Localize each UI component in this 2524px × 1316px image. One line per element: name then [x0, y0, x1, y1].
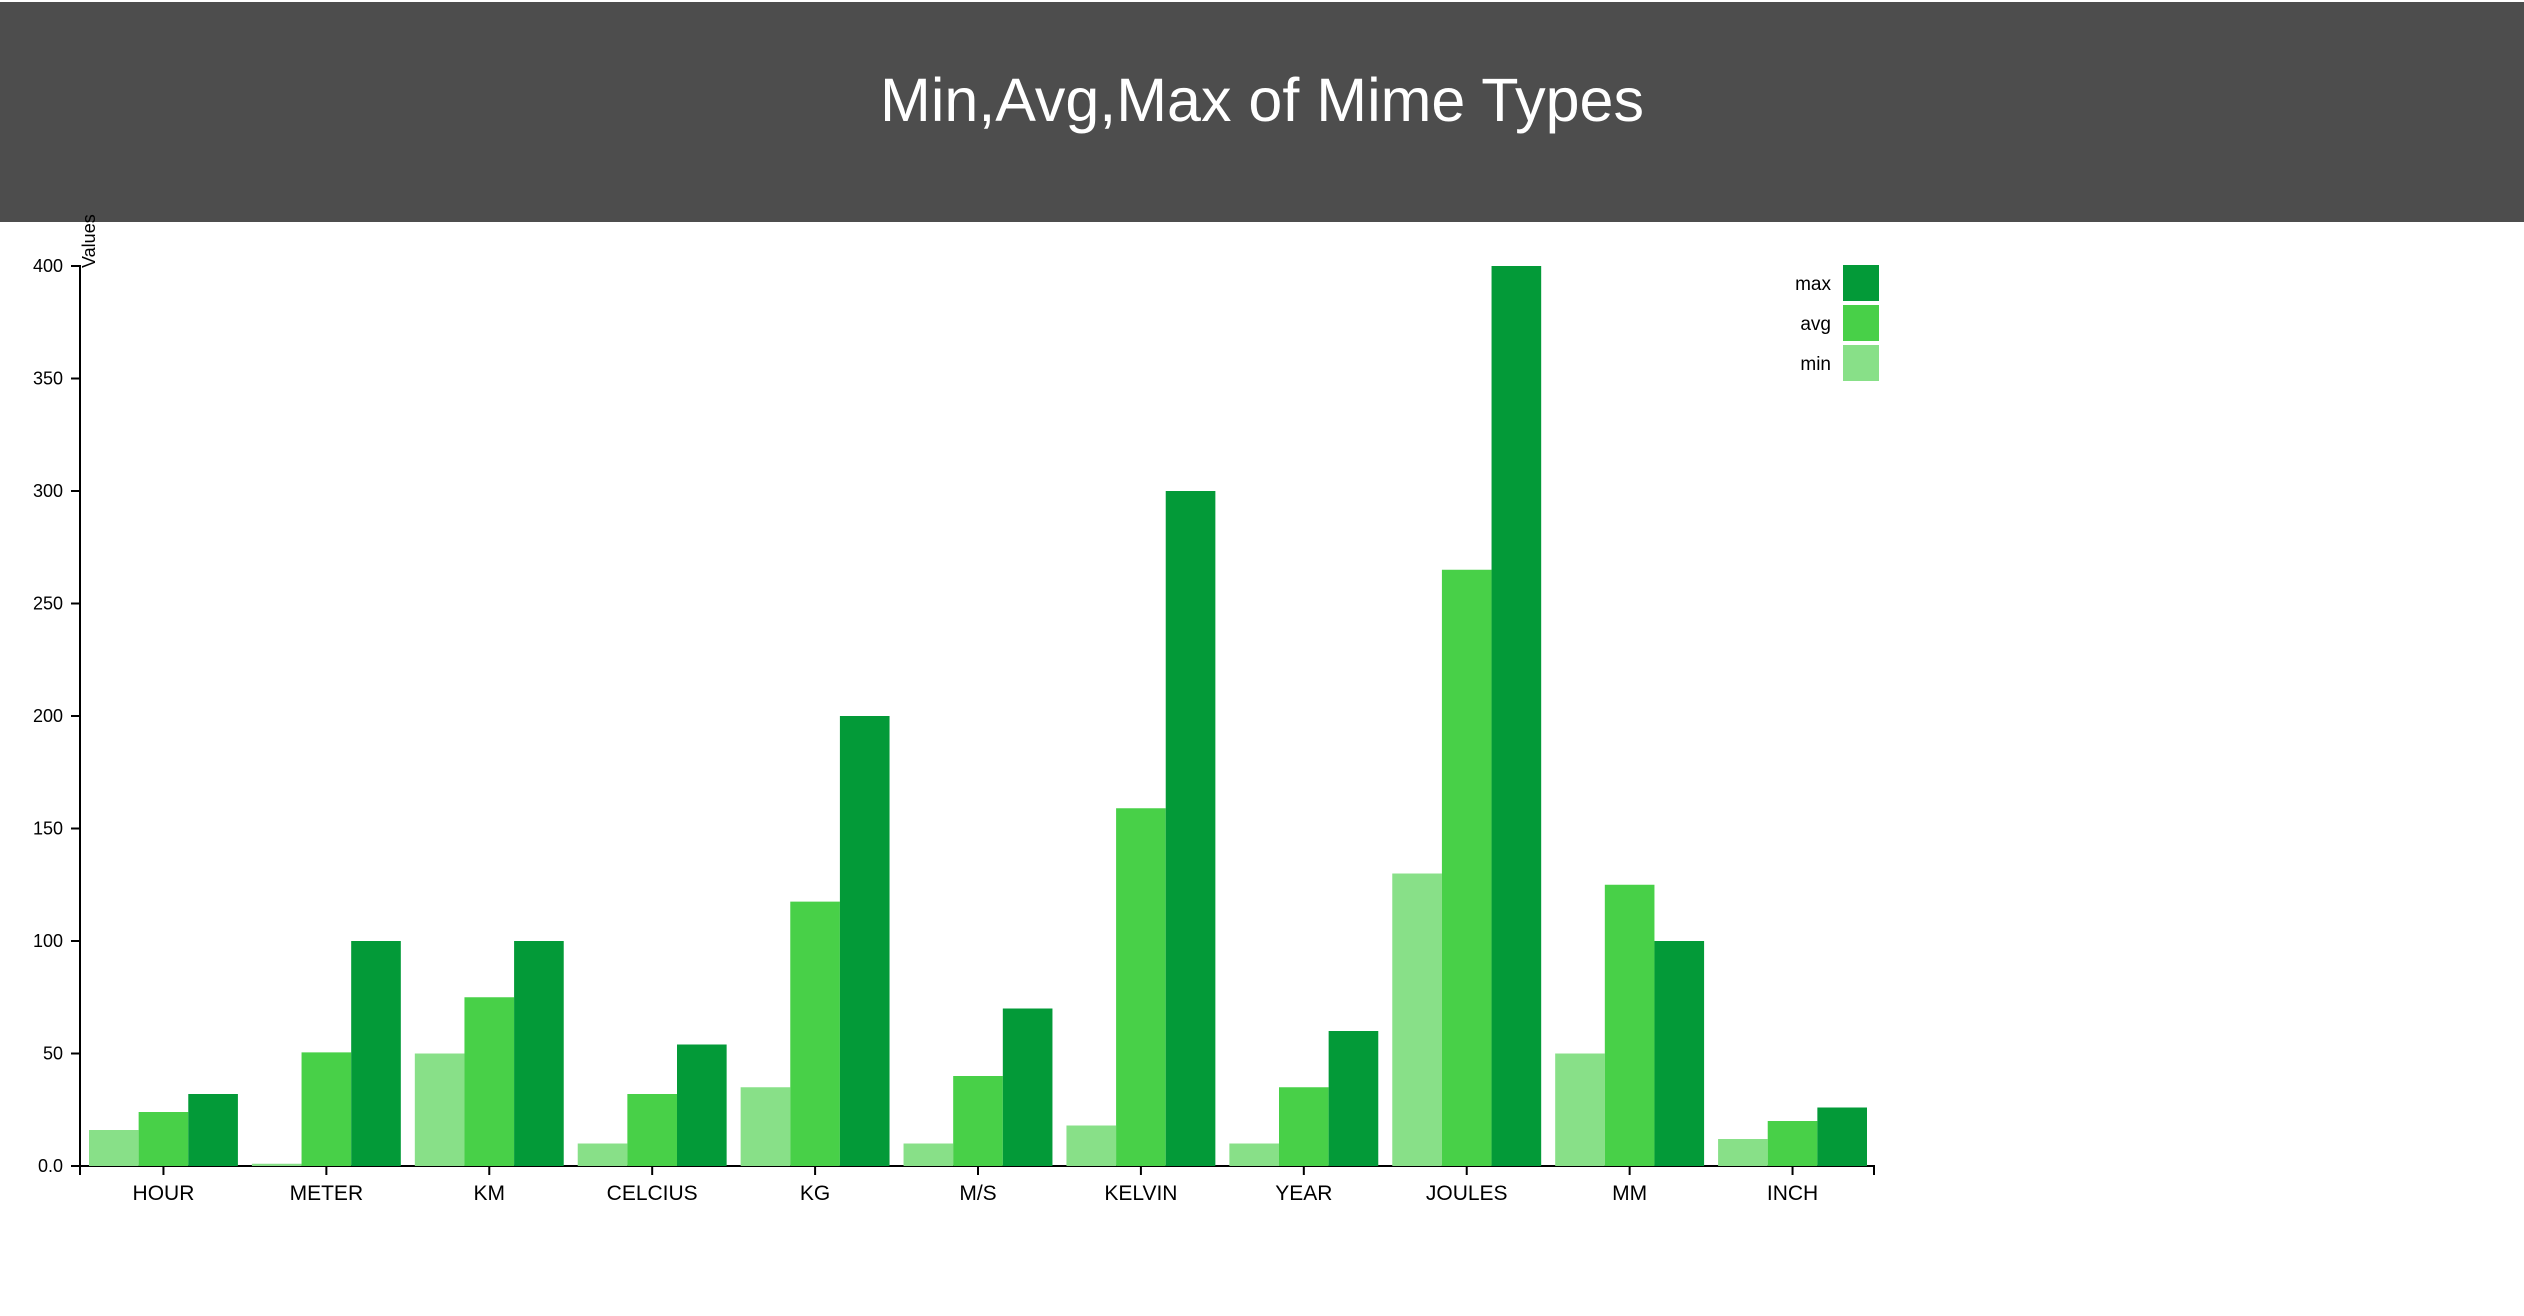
- bar-avg-meter: [301, 1052, 352, 1166]
- bar-max-mm: [1654, 941, 1705, 1166]
- x-tick-label: JOULES: [1426, 1182, 1508, 1205]
- y-tick-label: 50: [43, 1044, 63, 1064]
- bar-min-joules: [1392, 873, 1442, 1166]
- x-tick-label: INCH: [1767, 1182, 1818, 1205]
- y-axis: 0.0 50 100 150 200 250 300 350 400: [33, 256, 81, 1176]
- bar-min-kelvin: [1066, 1125, 1117, 1166]
- y-tick-label: 200: [33, 706, 63, 726]
- y-tick-label: 100: [33, 931, 63, 951]
- bar-max-hour: [188, 1094, 238, 1166]
- y-tick-label: 250: [33, 594, 63, 614]
- bar-avg-kg: [790, 901, 840, 1166]
- x-tick-label: MM: [1612, 1182, 1647, 1205]
- x-tick-label: KG: [800, 1182, 830, 1205]
- bar-max-kelvin: [1165, 491, 1216, 1166]
- y-axis-label: Values: [79, 214, 99, 268]
- bars: [89, 266, 1867, 1166]
- x-tick-label: KM: [474, 1182, 506, 1205]
- legend-swatch-max: [1843, 265, 1879, 301]
- legend-label-max: max: [1795, 274, 1831, 295]
- bar-min-inch: [1718, 1139, 1768, 1166]
- x-tick-label: YEAR: [1275, 1182, 1332, 1205]
- bar-min-m-s: [903, 1143, 954, 1166]
- y-tick-label: 300: [33, 481, 63, 501]
- x-tick-label: METER: [290, 1182, 364, 1205]
- bar-min-hour: [89, 1130, 139, 1166]
- bar-min-mm: [1555, 1053, 1605, 1166]
- bar-max-joules: [1491, 266, 1542, 1166]
- bar-avg-inch: [1767, 1121, 1818, 1166]
- x-tick-label: KELVIN: [1104, 1182, 1177, 1205]
- bar-max-kg: [839, 716, 890, 1166]
- bar-min-meter: [251, 1163, 302, 1166]
- bar-avg-joules: [1441, 569, 1492, 1166]
- x-tick-label: CELCIUS: [607, 1182, 698, 1205]
- bar-avg-kelvin: [1116, 808, 1166, 1166]
- legend-swatch-min: [1843, 345, 1879, 381]
- chart-title: Min,Avg,Max of Mime Types: [880, 66, 1644, 134]
- bar-max-meter: [351, 941, 401, 1166]
- y-tick-label: 0.0: [38, 1156, 63, 1176]
- legend-label-avg: avg: [1800, 314, 1831, 335]
- bar-avg-m-s: [953, 1076, 1003, 1166]
- x-tick-label: M/S: [959, 1182, 996, 1205]
- x-tick-label: HOUR: [133, 1182, 195, 1205]
- legend: max avg min: [1795, 265, 1879, 381]
- bar-min-celcius: [577, 1143, 628, 1166]
- bar-min-km: [414, 1053, 465, 1166]
- y-tick-label: 400: [33, 256, 63, 276]
- chart-title-banner: Min,Avg,Max of Mime Types: [0, 2, 2524, 222]
- bar-avg-year: [1279, 1087, 1329, 1166]
- bar-max-m-s: [1002, 1008, 1053, 1166]
- bar-min-year: [1229, 1143, 1279, 1166]
- legend-swatch-avg: [1843, 305, 1879, 341]
- bar-min-kg: [740, 1087, 791, 1166]
- bar-avg-celcius: [627, 1094, 677, 1166]
- x-axis: HOUR METER KM CELCIUS KG M/S KELVIN YEAR JOULES M…: [79, 1165, 1875, 1205]
- bar-max-year: [1328, 1031, 1379, 1166]
- bar-max-inch: [1817, 1107, 1867, 1166]
- bar-avg-km: [464, 997, 515, 1166]
- bar-avg-mm: [1604, 884, 1655, 1166]
- bar-avg-hour: [138, 1112, 189, 1166]
- y-tick-label: 350: [33, 369, 63, 389]
- legend-label-min: min: [1800, 354, 1831, 375]
- y-tick-label: 150: [33, 819, 63, 839]
- bar-max-celcius: [677, 1044, 727, 1166]
- bar-max-km: [514, 941, 564, 1166]
